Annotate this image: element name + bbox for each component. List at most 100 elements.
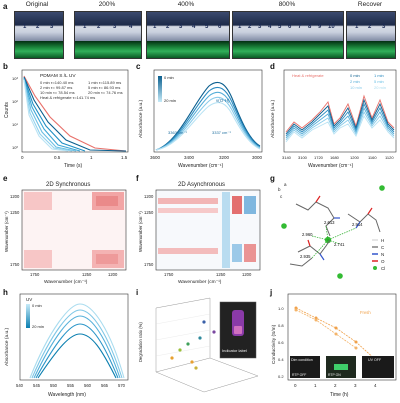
panel-d: d Heat & refrigerate 0 min 1 min 2 min 5… xyxy=(268,62,400,172)
svg-text:2.914: 2.914 xyxy=(352,222,363,227)
svg-text:N: N xyxy=(381,252,384,257)
sync-2d-map: 2D Synchronous Wavenumber (cm⁻¹) 1200 12… xyxy=(4,182,127,285)
svg-text:C: C xyxy=(381,245,385,250)
svg-text:a: a xyxy=(284,182,287,187)
j-ylabel: Conductivity (S/m) xyxy=(271,324,277,364)
svg-text:20 min: 20 min xyxy=(164,98,176,103)
scatter-3d-plot: Degradation ratio (%) Indicator label xyxy=(138,297,259,393)
svg-text:1: 1 xyxy=(90,155,93,160)
svg-text:555: 555 xyxy=(67,383,75,388)
e-title: 2D Synchronous xyxy=(46,182,90,188)
svg-text:1250: 1250 xyxy=(144,210,154,215)
curve-5min xyxy=(23,78,77,152)
svg-text:2.613: 2.613 xyxy=(324,220,335,225)
curve-0min xyxy=(23,76,127,152)
sync-peaks xyxy=(24,192,124,268)
photo-800: 1 2 3 4 5 6 7 8 9 10 xyxy=(232,11,344,59)
svg-text:5 min: 5 min xyxy=(374,79,384,84)
f-title: 2D Asynchronous xyxy=(178,182,225,188)
async-peaks xyxy=(158,192,256,268)
b-legend-6: 20 min τ= 74.76 ms xyxy=(88,90,123,95)
svg-text:0: 0 xyxy=(294,383,297,388)
panel-label-i: i xyxy=(136,288,139,297)
svg-text:3: 3 xyxy=(354,383,357,388)
svg-text:3100: 3100 xyxy=(298,155,308,160)
h-ylabel: Absorbance (a.u.) xyxy=(4,327,10,366)
b-legend-0: 0 min τ=140.40 ms xyxy=(40,80,74,85)
svg-text:3000: 3000 xyxy=(252,155,263,160)
panel-label-j: j xyxy=(270,288,273,297)
b-legend-3: Heat & refrigerate τ=141.74 ms xyxy=(40,95,95,100)
b-legend-2: 10 min τ= 78.54 ms xyxy=(40,90,75,95)
panel-label-e: e xyxy=(3,174,8,183)
c-annot-1: 3363 cm⁻¹ xyxy=(168,130,187,135)
curve-2min xyxy=(23,78,81,152)
panel-label-d: d xyxy=(270,62,275,71)
svg-text:565: 565 xyxy=(101,383,109,388)
svg-text:RTP OFF: RTP OFF xyxy=(292,373,306,377)
svg-text:1200: 1200 xyxy=(10,194,20,199)
svg-text:1750: 1750 xyxy=(144,262,154,267)
svg-text:RTP ON: RTP ON xyxy=(328,373,341,377)
svg-text:2: 2 xyxy=(334,383,337,388)
svg-text:1120: 1120 xyxy=(385,155,394,160)
cl-atom xyxy=(379,185,385,191)
b-legend-1: 2 min τ= 99.87 ms xyxy=(40,85,72,90)
svg-text:H: H xyxy=(381,238,384,243)
svg-text:3400: 3400 xyxy=(184,155,195,160)
svg-text:20 min: 20 min xyxy=(32,324,44,329)
panel-e: e 2D Synchronous Wavenumber (cm⁻¹) 1200 … xyxy=(0,174,132,286)
panel-a: a Original 200% 400% 800% Recover 1 2 3 … xyxy=(0,0,400,60)
svg-text:1750: 1750 xyxy=(164,272,174,277)
svg-text:2.935: 2.935 xyxy=(300,254,311,259)
panel-c: c 0 min 20 min ν(O-H) 3363 cm⁻¹ 3337 cm⁻… xyxy=(134,62,266,172)
svg-text:3140: 3140 xyxy=(282,155,292,160)
svg-text:c: c xyxy=(280,194,283,199)
svg-text:540: 540 xyxy=(16,383,24,388)
f-ylabel: Wavenumber (cm⁻¹) xyxy=(138,211,143,252)
svg-text:O: O xyxy=(381,259,385,264)
uv-vis-plot: UV 0 min 20 min Absorbance (a.u.) 540 54… xyxy=(4,293,129,398)
panel-f: f 2D Asynchronous Wavenumber (cm⁻¹) 1200… xyxy=(134,174,266,286)
ir-oh-plot: 0 min 20 min ν(O-H) 3363 cm⁻¹ 3337 cm⁻¹ … xyxy=(138,69,263,169)
curve-heat xyxy=(23,75,127,152)
svg-text:2.960: 2.960 xyxy=(302,232,313,237)
panel-g: g a b c 2.613 xyxy=(268,174,400,286)
c-annot-2: 3337 cm⁻¹ xyxy=(212,130,231,135)
b-ylabel: Counts xyxy=(4,102,10,118)
panel-i: i Degradation ratio (%) Indicato xyxy=(134,288,266,403)
svg-text:10²: 10² xyxy=(12,99,18,104)
svg-text:1750: 1750 xyxy=(30,272,40,277)
cl-atom xyxy=(337,273,343,279)
svg-text:1200: 1200 xyxy=(144,194,154,199)
svg-text:0.8: 0.8 xyxy=(278,323,284,328)
svg-text:3200: 3200 xyxy=(219,155,230,160)
h-colorbar xyxy=(26,304,30,328)
svg-text:10⁰: 10⁰ xyxy=(12,145,18,150)
svg-text:0.4: 0.4 xyxy=(278,357,284,362)
photo-original: 1 2 3 xyxy=(14,11,64,59)
svg-text:10 min: 10 min xyxy=(350,85,362,90)
photo-recover: 1 2 3 xyxy=(346,11,396,59)
svg-text:0 min: 0 min xyxy=(164,75,174,80)
svg-text:20 min: 20 min xyxy=(374,85,386,90)
svg-text:0.5: 0.5 xyxy=(54,155,61,160)
svg-text:b: b xyxy=(278,187,281,192)
fingerprint-bands xyxy=(285,94,395,143)
svg-text:10³: 10³ xyxy=(12,76,18,81)
svg-text:3600: 3600 xyxy=(150,155,161,160)
j-xlabel: Time (h) xyxy=(330,392,349,398)
curve-10min xyxy=(23,79,73,152)
svg-text:UV: UV xyxy=(26,297,32,302)
svg-text:0 min: 0 min xyxy=(350,73,360,78)
svg-text:0 min: 0 min xyxy=(32,303,42,308)
c-ylabel: Absorbance (a.u.) xyxy=(138,99,144,138)
svg-text:1: 1 xyxy=(314,383,317,388)
curve-1min xyxy=(23,77,86,152)
svg-text:1.0: 1.0 xyxy=(278,306,284,311)
svg-text:550: 550 xyxy=(50,383,58,388)
svg-text:545: 545 xyxy=(33,383,41,388)
header-400: 400% xyxy=(177,1,195,8)
molecular-structure: a b c 2.613 2.914 xyxy=(278,182,385,279)
e-ylabel: Wavenumber (cm⁻¹) xyxy=(4,211,9,252)
